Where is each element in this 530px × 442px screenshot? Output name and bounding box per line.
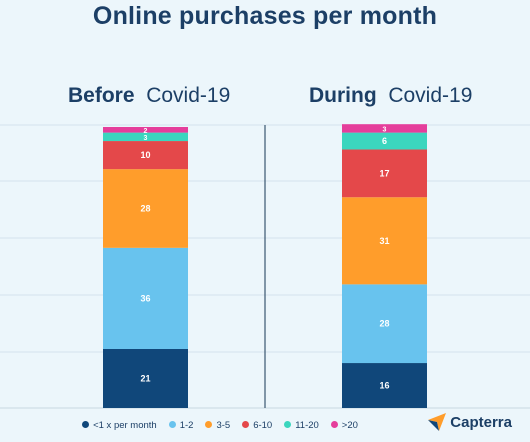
bar-data-label: 36 (140, 293, 150, 303)
chart-title: Online purchases per month (92, 2, 438, 30)
legend-dot-icon (284, 421, 292, 428)
bar-segment (103, 127, 188, 133)
panel-title-during: During Covid-19 (309, 84, 472, 108)
bar-segment (103, 348, 188, 408)
legend-label: >20 (341, 420, 358, 431)
bar-data-label: 28 (379, 319, 389, 329)
bar-segment (103, 132, 188, 142)
legend-label: 1-2 (179, 420, 194, 431)
legend-label: <1 x per month (93, 420, 157, 431)
bar-data-label: 21 (140, 373, 150, 383)
legend-dot-icon (242, 421, 250, 428)
legend-item: <1 x per month (82, 420, 157, 431)
bar-data-label: 10 (140, 150, 150, 160)
panel-title-before-rest: Covid-19 (146, 84, 231, 107)
legend-item: 3-5 (205, 420, 230, 431)
legend-item: 6-10 (242, 420, 272, 431)
legend-item: >20 (330, 420, 358, 431)
bar-segment (103, 247, 188, 349)
capterra-logo: Capterra (428, 413, 512, 431)
bar-data-label: 3 (144, 135, 148, 142)
legend-item: 1-2 (168, 420, 194, 431)
bar-segment (342, 284, 427, 364)
bar-data-label: 6 (382, 136, 387, 146)
bar-data-label: 16 (379, 381, 389, 391)
bar-segment (342, 132, 427, 150)
legend-dot-icon (168, 421, 176, 428)
legend-label: 11-20 (295, 420, 319, 431)
bar-segment (103, 169, 188, 248)
bar-segment (103, 141, 188, 170)
legend: <1 x per month 1-2 3-5 6-10 11-20 >20 (0, 420, 530, 431)
capterra-arrow-icon (428, 413, 447, 431)
legend-dot-icon (330, 421, 338, 428)
bar-data-label: 31 (379, 236, 389, 246)
bar-segment (342, 363, 427, 408)
panel-title-during-rest: Covid-19 (388, 84, 473, 107)
bar-segment (342, 197, 427, 285)
bar-data-label: 3 (383, 126, 387, 133)
panel-title-during-bold: During (309, 84, 377, 107)
brand-name: Capterra (450, 413, 512, 431)
legend-item: 11-20 (284, 420, 319, 431)
legend-dot-icon (82, 421, 90, 428)
bar-data-label: 2 (144, 128, 148, 135)
legend-label: 3-5 (216, 420, 231, 431)
legend-dot-icon (205, 421, 213, 428)
bar-data-label: 17 (379, 168, 389, 178)
panel-title-before: Before Covid-19 (68, 84, 230, 108)
bar-data-label: 28 (140, 203, 150, 213)
bar-segment (342, 124, 427, 133)
panel-title-before-bold: Before (68, 84, 135, 107)
legend-label: 6-10 (253, 420, 273, 431)
bar-segment (342, 149, 427, 198)
